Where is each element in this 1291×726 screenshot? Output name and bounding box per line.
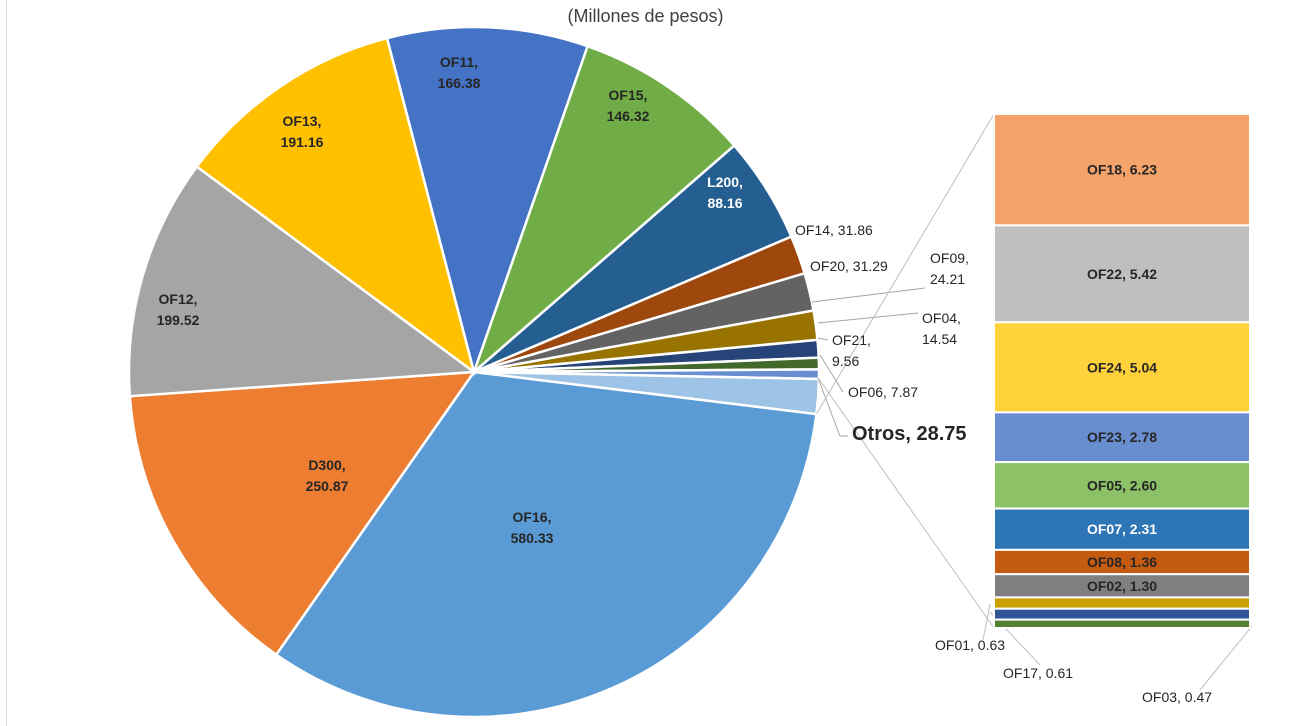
bar-label-of24: OF24, 5.04 bbox=[1087, 359, 1157, 375]
chart-subtitle: (Millones de pesos) bbox=[567, 6, 724, 26]
connector-lines bbox=[811, 113, 1253, 691]
leader-line-otros bbox=[817, 377, 848, 437]
slice-label-d300: D300, 250.87 bbox=[306, 457, 349, 494]
bar-label-of17: OF17, 0.61 bbox=[1003, 665, 1073, 681]
bar-label-of02: OF02, 1.30 bbox=[1087, 578, 1157, 594]
bar-of18 bbox=[993, 113, 1251, 227]
bar-of01 bbox=[993, 596, 1251, 610]
bar-label-of08: OF08, 1.36 bbox=[1087, 554, 1157, 570]
slice-of13 bbox=[195, 36, 477, 376]
slice-label-of20: OF20, 31.29 bbox=[810, 258, 888, 274]
leader-line-of04 bbox=[817, 312, 919, 324]
slice-of12 bbox=[127, 164, 478, 398]
slice-label-of13: OF13, 191.16 bbox=[281, 113, 324, 150]
bar-of03 bbox=[993, 618, 1251, 630]
leader-line-of09 bbox=[811, 287, 926, 303]
bar-label-of23: OF23, 2.78 bbox=[1087, 429, 1157, 445]
bar-of24 bbox=[993, 321, 1251, 414]
frame-border bbox=[6, 0, 7, 726]
slice-label-of16: OF16, 580.33 bbox=[511, 509, 554, 546]
leader-line-of21 bbox=[817, 337, 829, 341]
bar-of23 bbox=[993, 411, 1251, 464]
bar-leader-line bbox=[1199, 625, 1253, 691]
slice-label-otros: Otros, 28.75 bbox=[852, 423, 967, 445]
slice-label-of21: OF21, 9.56 bbox=[832, 332, 871, 369]
slice-label-l200: L200, 88.16 bbox=[707, 174, 743, 211]
bar-label-of18: OF18, 6.23 bbox=[1087, 162, 1157, 178]
slice-of11 bbox=[385, 25, 590, 377]
bar-of17 bbox=[993, 607, 1251, 621]
slice-label-of06: OF06, 7.87 bbox=[848, 384, 918, 400]
bar-label-of22: OF22, 5.42 bbox=[1087, 266, 1157, 282]
data-labels: OF18, 6.23 OF22, 5.42 OF24, 5.04 OF23, 2.78… bbox=[157, 54, 1213, 705]
slice-of15 bbox=[471, 44, 737, 377]
breakdown-bars bbox=[993, 113, 1251, 630]
bar-of22 bbox=[993, 224, 1251, 324]
leader-line-of06 bbox=[819, 354, 844, 393]
bar-leader-line bbox=[982, 603, 991, 641]
pie-slices bbox=[127, 25, 821, 719]
slice-label-of12: OF12, 199.52 bbox=[157, 291, 200, 328]
bar-label-of01: OF01, 0.63 bbox=[935, 637, 1005, 653]
slice-label-of11: OF11, 166.38 bbox=[438, 54, 481, 91]
connector-bottom bbox=[818, 378, 995, 629]
slice-label-of09: OF09, 24.21 bbox=[930, 250, 969, 287]
bar-label-of07: OF07, 2.31 bbox=[1087, 521, 1157, 537]
bar-label-of05: OF05, 2.60 bbox=[1087, 477, 1157, 493]
connector-top bbox=[815, 113, 995, 415]
slice-label-of14: OF14, 31.86 bbox=[795, 222, 873, 238]
slice-d300 bbox=[128, 370, 477, 657]
slice-label-of15: OF15, 146.32 bbox=[607, 87, 650, 124]
slice-of16 bbox=[274, 370, 818, 719]
slice-label-of04: OF04, 14.54 bbox=[922, 310, 961, 347]
bar-label-of03: OF03, 0.47 bbox=[1142, 689, 1212, 705]
bar-of05 bbox=[993, 461, 1251, 510]
